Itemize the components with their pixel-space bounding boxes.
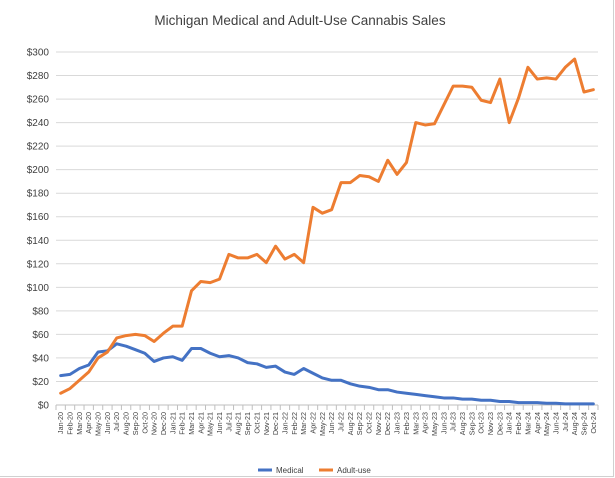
y-tick-label: $120 (27, 259, 50, 270)
x-tick-label: Mar-24 (523, 412, 532, 435)
x-tick-label: Nov-21 (262, 412, 271, 435)
y-tick-label: $80 (32, 306, 49, 317)
series-line-adult-use (59, 57, 595, 395)
legend: Medical Adult-use (258, 466, 371, 475)
series-line-medical (59, 342, 595, 406)
x-tick-label: Jul-20 (112, 412, 121, 432)
x-tick-label: Nov-22 (374, 412, 383, 435)
x-tick-label: Oct-24 (589, 412, 598, 434)
x-tick-label: Jan-22 (280, 412, 289, 434)
y-tick-label: $140 (27, 236, 50, 247)
x-tick-label: May-24 (542, 412, 551, 436)
x-axis: Jan-20 Feb-20 Mar-20 Apr-20 May-20 Jun-20 Jul-… (55, 404, 599, 436)
legend-label-medical: Medical (276, 466, 304, 475)
x-tick-label: Dec-23 (495, 412, 504, 435)
chart-title: Michigan Medical and Adult-Use Cannabis … (154, 13, 445, 28)
x-tick-label: May-22 (318, 412, 327, 436)
x-tick-label: Mar-21 (187, 412, 196, 435)
x-tick-label: May-20 (94, 412, 103, 436)
y-tick-label: $40 (32, 353, 49, 364)
x-tick-label: Dec-20 (159, 412, 168, 435)
gridlines (56, 51, 598, 382)
x-tick-label: Dec-21 (271, 412, 280, 435)
y-tick-label: $260 (27, 95, 50, 106)
x-tick-label: Aug-20 (122, 412, 131, 435)
x-tick-label: Sep-20 (131, 412, 140, 435)
x-tick-label: Nov-20 (150, 412, 159, 435)
y-tick-label: $300 (27, 48, 50, 59)
y-tick-label: $240 (27, 118, 50, 129)
x-tick-label: Jun-23 (439, 412, 448, 434)
x-tick-label: May-21 (206, 412, 215, 436)
x-tick-label: Sep-23 (467, 412, 476, 435)
x-tick-label: Aug-22 (346, 412, 355, 435)
x-tick-label: Jul-24 (561, 412, 570, 432)
x-tick-label: May-23 (430, 412, 439, 436)
x-tick-label: Jun-22 (327, 412, 336, 434)
x-tick-label: Jan-24 (505, 412, 514, 434)
x-tick-label: Jul-21 (224, 412, 233, 432)
x-tick-label: Apr-20 (84, 412, 93, 434)
x-tick-label: Oct-21 (252, 412, 261, 434)
x-tick-label: Apr-23 (421, 412, 430, 434)
x-tick-label: Dec-22 (383, 412, 392, 435)
y-tick-label: $220 (27, 142, 50, 153)
x-tick-label: Feb-24 (514, 412, 523, 435)
y-tick-label: $20 (32, 377, 49, 388)
x-tick-label: Apr-24 (533, 412, 542, 434)
y-tick-label: $280 (27, 71, 50, 82)
y-axis: $0 $20 $40 $60 $80 $100 $120 $140 $160 $180 $200 $2… (27, 48, 50, 412)
x-tick-label: Oct-22 (365, 412, 374, 434)
x-tick-label: Jun-20 (103, 412, 112, 434)
x-tick-label: Jan-21 (168, 412, 177, 434)
x-tick-label: Feb-23 (402, 412, 411, 435)
x-tick-label: Aug-24 (570, 412, 579, 435)
y-tick-label: $100 (27, 283, 50, 294)
x-tick-label: Mar-22 (299, 412, 308, 435)
y-tick-label: $200 (27, 165, 50, 176)
x-tick-label: Jul-23 (449, 412, 458, 432)
x-tick-label: Apr-21 (196, 412, 205, 434)
x-tick-label: Apr-22 (308, 412, 317, 434)
y-tick-label: $60 (32, 330, 49, 341)
x-tick-label: Mar-20 (75, 412, 84, 435)
legend-label-adult-use: Adult-use (337, 466, 371, 475)
x-tick-label: Feb-20 (66, 412, 75, 435)
x-tick-label: Sep-22 (355, 412, 364, 435)
x-tick-label: Oct-23 (477, 412, 486, 434)
x-tick-label: Aug-21 (234, 412, 243, 435)
series-lines (59, 57, 595, 406)
x-tick-label: Feb-21 (178, 412, 187, 435)
x-tick-label: Mar-23 (411, 412, 420, 435)
x-tick-label: Jan-20 (56, 412, 65, 434)
x-tick-label: Jun-24 (551, 412, 560, 434)
y-tick-label: $180 (27, 189, 50, 200)
x-tick-label: Oct-20 (140, 412, 149, 434)
y-tick-label: $0 (38, 401, 50, 412)
x-tick-label: Sep-24 (579, 412, 588, 435)
x-tick-label: Jun-21 (215, 412, 224, 434)
x-tick-label: Nov-23 (486, 412, 495, 435)
y-tick-label: $160 (27, 212, 50, 223)
x-tick-label: Aug-23 (458, 412, 467, 435)
x-tick-label: Feb-22 (290, 412, 299, 435)
x-tick-label: Sep-21 (243, 412, 252, 435)
x-tick-label: Jan-23 (393, 412, 402, 434)
x-tick-label: Jul-22 (337, 412, 346, 432)
